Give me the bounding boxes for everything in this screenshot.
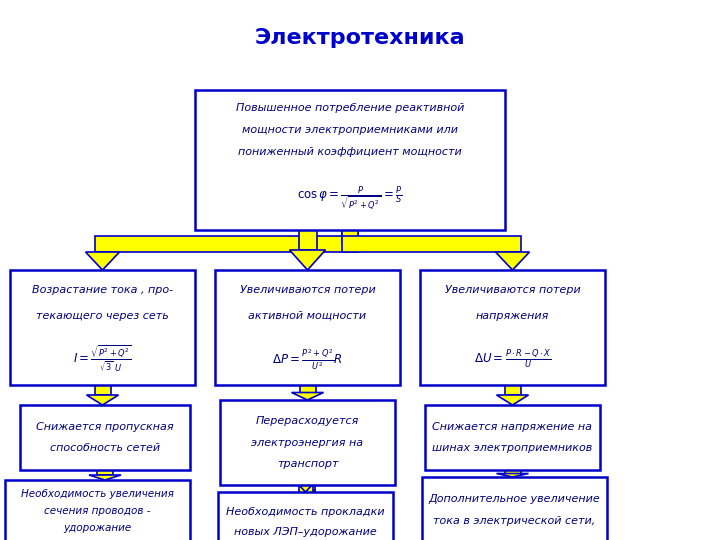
FancyBboxPatch shape: [195, 90, 505, 230]
FancyBboxPatch shape: [420, 270, 605, 385]
Polygon shape: [94, 236, 358, 252]
Text: тока в электрической сети,: тока в электрической сети,: [433, 516, 595, 526]
Polygon shape: [342, 230, 358, 244]
Text: новых ЛЭП–удорожание: новых ЛЭП–удорожание: [234, 527, 377, 537]
FancyBboxPatch shape: [10, 270, 195, 385]
Polygon shape: [289, 250, 325, 270]
Text: Повышенное потребление реактивной: Повышенное потребление реактивной: [236, 103, 464, 113]
Polygon shape: [342, 236, 521, 252]
Text: шинах электроприемников: шинах электроприемников: [433, 443, 593, 454]
Text: $I = \frac{\sqrt{P^2+Q^2}}{\sqrt{3}\; U}$: $I = \frac{\sqrt{P^2+Q^2}}{\sqrt{3}\; U}…: [73, 344, 132, 374]
Text: Электротехника: Электротехника: [255, 28, 465, 48]
Polygon shape: [300, 485, 315, 497]
Polygon shape: [300, 385, 315, 393]
Text: пониженный коэффициент мощности: пониженный коэффициент мощности: [238, 146, 462, 157]
Text: электроэнергия на: электроэнергия на: [251, 437, 364, 448]
Text: Дополнительное увеличение: Дополнительное увеличение: [428, 494, 600, 504]
Polygon shape: [342, 230, 358, 244]
Text: Снижается пропускная: Снижается пропускная: [36, 422, 174, 431]
FancyBboxPatch shape: [20, 405, 190, 470]
FancyBboxPatch shape: [422, 477, 607, 540]
Text: Необходимость увеличения: Необходимость увеличения: [21, 489, 174, 499]
Text: мощности электроприемниками или: мощности электроприемниками или: [242, 125, 458, 134]
Polygon shape: [495, 252, 529, 270]
Polygon shape: [94, 385, 110, 395]
Polygon shape: [292, 393, 323, 400]
Polygon shape: [97, 470, 113, 475]
Polygon shape: [505, 385, 521, 395]
Text: активной мощности: активной мощности: [248, 310, 366, 321]
Polygon shape: [299, 490, 315, 504]
Polygon shape: [497, 395, 528, 405]
Text: $\Delta P = \frac{P^2+Q^2}{U^2}R$: $\Delta P = \frac{P^2+Q^2}{U^2}R$: [272, 347, 343, 372]
FancyBboxPatch shape: [425, 405, 600, 470]
Text: напряжения: напряжения: [476, 310, 549, 321]
Polygon shape: [497, 474, 528, 477]
Text: Увеличиваются потери: Увеличиваются потери: [240, 285, 375, 295]
FancyBboxPatch shape: [5, 480, 190, 540]
Text: удорожание: удорожание: [63, 523, 132, 534]
Text: Снижается напряжение на: Снижается напряжение на: [433, 422, 593, 431]
Polygon shape: [299, 230, 317, 250]
Polygon shape: [89, 475, 121, 480]
Text: Необходимость прокладки: Необходимость прокладки: [226, 507, 384, 517]
Text: Перерасходуется: Перерасходуется: [256, 416, 359, 426]
Polygon shape: [86, 395, 119, 405]
Polygon shape: [86, 252, 120, 270]
Text: текающего через сеть: текающего через сеть: [36, 310, 169, 321]
Text: $\cos\varphi = \frac{P}{\sqrt{P^2+Q^2}} = \frac{P}{S}$: $\cos\varphi = \frac{P}{\sqrt{P^2+Q^2}} …: [297, 185, 403, 212]
Text: транспорт: транспорт: [276, 459, 338, 469]
Text: Возрастание тока , про-: Возрастание тока , про-: [32, 285, 173, 295]
Text: Увеличиваются потери: Увеличиваются потери: [445, 285, 580, 295]
Polygon shape: [299, 476, 312, 504]
Text: сечения проводов -: сечения проводов -: [44, 506, 150, 516]
Polygon shape: [505, 470, 521, 474]
Polygon shape: [290, 476, 320, 492]
FancyBboxPatch shape: [220, 400, 395, 485]
FancyBboxPatch shape: [218, 492, 393, 540]
Text: $\Delta U = \frac{P \cdot R - Q \cdot X}{U}$: $\Delta U = \frac{P \cdot R - Q \cdot X}…: [474, 348, 552, 370]
FancyBboxPatch shape: [215, 270, 400, 385]
Text: способность сетей: способность сетей: [50, 443, 160, 454]
Text: которое приводит к еще: которое приводит к еще: [442, 538, 588, 540]
